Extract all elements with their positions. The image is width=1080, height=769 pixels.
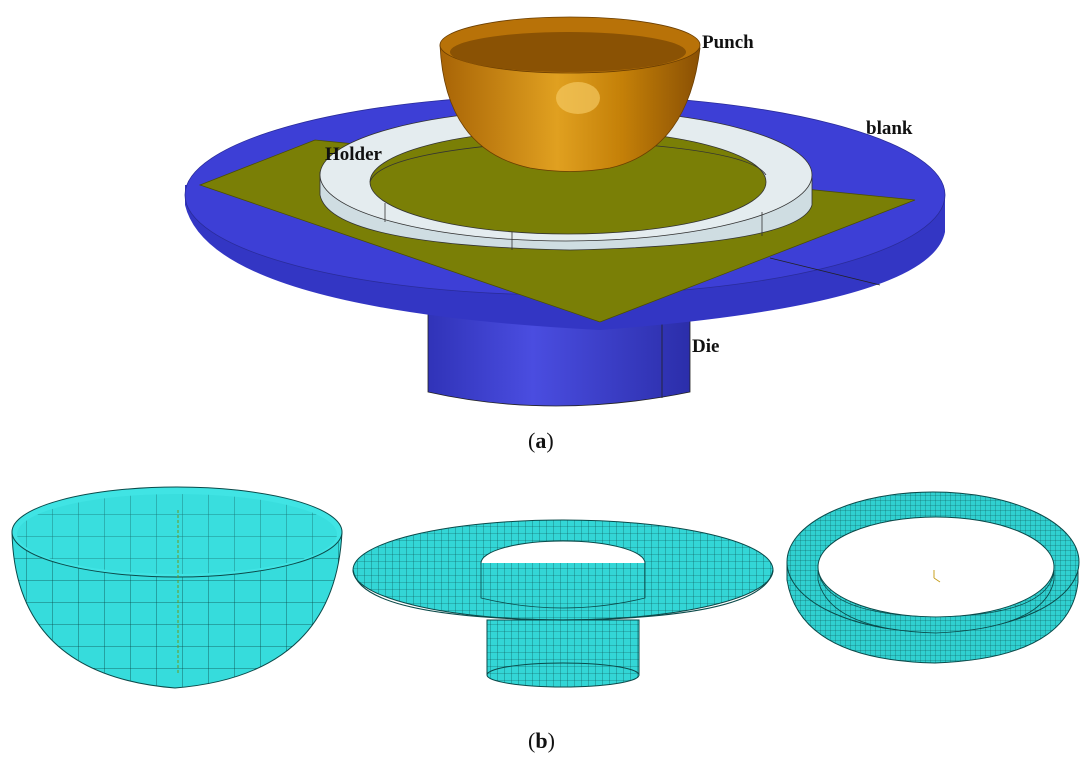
assembly-view: Punch blank Holder Die — [184, 16, 946, 407]
label-blank: blank — [866, 118, 913, 139]
mesh-punch — [11, 486, 343, 689]
caption-b: (b) — [528, 728, 555, 753]
label-holder: Holder — [325, 144, 383, 165]
caption-a: (a) — [528, 428, 554, 453]
mesh-holder — [786, 491, 1080, 664]
label-die: Die — [692, 336, 719, 357]
label-punch: Punch — [702, 32, 754, 53]
mesh-die — [352, 519, 774, 688]
mesh-views — [11, 486, 1080, 689]
